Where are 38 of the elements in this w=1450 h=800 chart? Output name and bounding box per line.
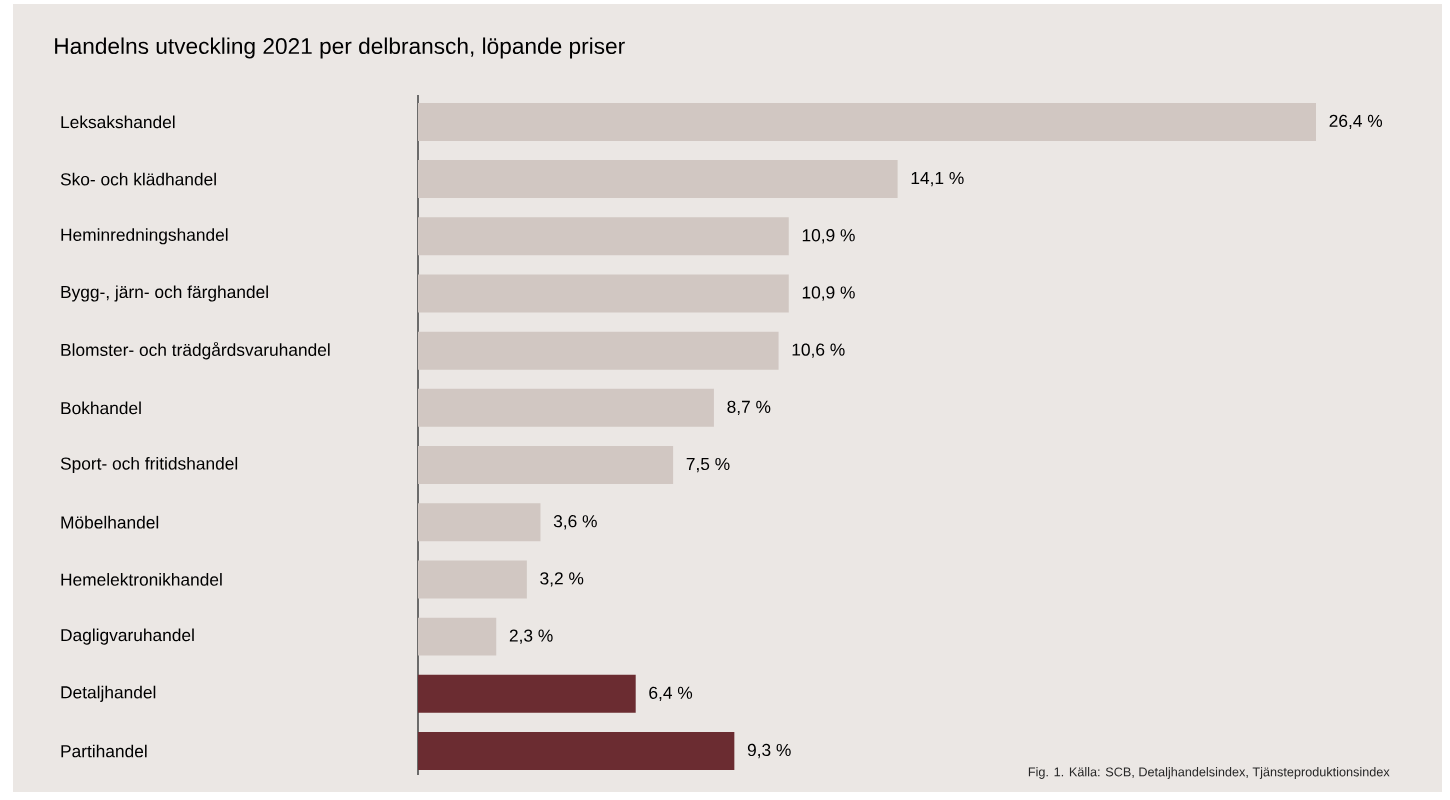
data-label: 10,9 %	[802, 229, 855, 244]
y-tick-label: Hemelektronikhandel	[61, 573, 222, 586]
bar	[418, 388, 714, 427]
annotation: Fig. 1. Källa: SCB, Detaljhandelsindex, Tjänsteproduktionsindex	[1028, 767, 1390, 779]
data-label: 3,2 %	[540, 572, 584, 587]
data-label: 10,6 %	[792, 343, 845, 358]
y-tick-label: Bygg-, järn- och färghandel	[61, 285, 268, 302]
y-tick-label: Dagligvaruhandel	[61, 628, 194, 645]
bar	[418, 732, 735, 770]
y-tick-label: Bokhandel	[61, 401, 141, 415]
bar	[418, 674, 636, 713]
y-tick-label: Heminredningshandel	[61, 228, 228, 245]
data-label: 6,4 %	[649, 686, 693, 701]
y-tick-label: Blomster- och trädgårdsvaruhandel	[61, 341, 330, 360]
bar	[418, 102, 1317, 141]
data-label: 3,6 %	[553, 515, 597, 530]
data-label: 10,9 %	[802, 286, 855, 301]
y-tick-label: Möbelhandel	[61, 515, 159, 529]
y-tick-label: Partihandel	[61, 744, 147, 758]
bar	[418, 160, 898, 199]
bar	[418, 331, 779, 370]
bar	[418, 503, 541, 542]
bar	[418, 617, 497, 656]
y-tick-label: Leksakshandel	[61, 115, 175, 129]
data-label: 26,4 %	[1329, 114, 1383, 130]
bar	[418, 446, 674, 485]
data-label: 9,3 %	[747, 743, 791, 759]
chart-title: Handelns utveckling 2021 per delbransch, löpande priser	[55, 37, 625, 59]
data-label: 2,3 %	[509, 629, 553, 644]
data-label: 14,1 %	[911, 171, 964, 187]
data-label: 8,7 %	[727, 400, 771, 416]
bar	[418, 274, 789, 313]
y-tick-label: Sport- och fritidshandel	[60, 456, 238, 474]
data-label: 7,5 %	[686, 457, 730, 473]
y-tick-label: Sko- och klädhandel	[60, 172, 216, 186]
y-tick-label: Detaljhandel	[61, 685, 156, 702]
bar	[418, 217, 789, 256]
bar	[418, 560, 527, 599]
